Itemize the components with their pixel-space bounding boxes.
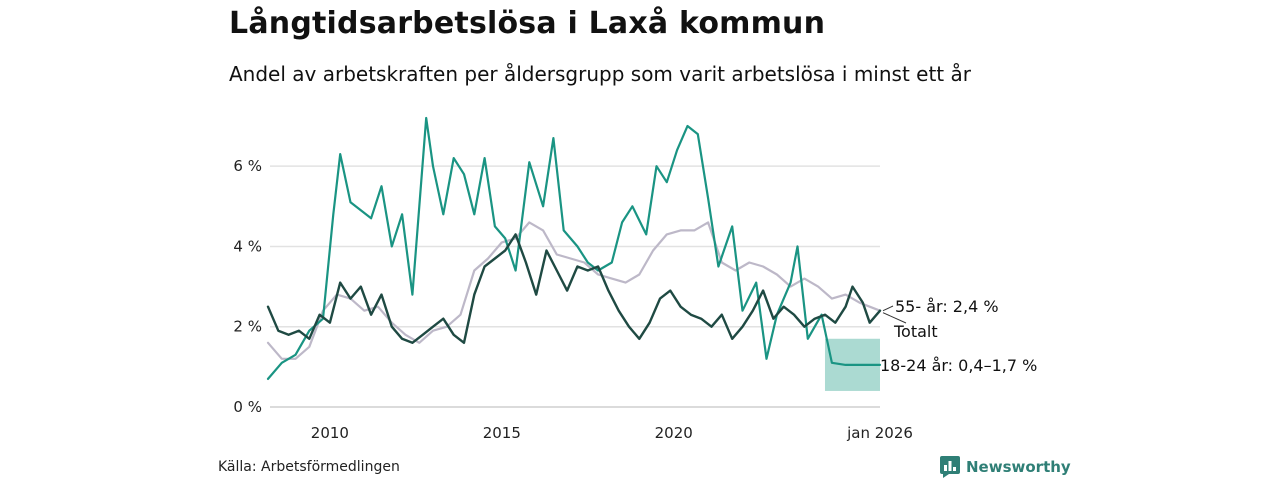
- y-tick-label-3: 6 %: [233, 157, 262, 175]
- x-tick-label-2: 2020: [655, 424, 693, 442]
- brand-name: Newsworthy: [966, 458, 1071, 476]
- y-tick-label-1: 2 %: [233, 318, 262, 336]
- x-tick-label-3: jan 2026: [846, 424, 913, 442]
- series-layer: [266, 116, 882, 380]
- axis-labels: 0 % 2 % 4 % 6 % 2010 2015 2020 jan 2026: [233, 157, 912, 442]
- annotation-leader-55: [882, 305, 894, 312]
- series-line-age18_24: [266, 116, 882, 380]
- newsworthy-logo-icon: [940, 456, 960, 478]
- y-tick-label-2: 4 %: [233, 237, 262, 255]
- source-note: Källa: Arbetsförmedlingen: [218, 459, 400, 475]
- chart-subtitle: Andel av arbetskraften per åldersgrupp s…: [229, 62, 971, 86]
- chart-title: Långtidsarbetslösa i Laxå kommun: [229, 6, 826, 41]
- series-line-total: [266, 233, 882, 344]
- x-tick-label-0: 2010: [311, 424, 349, 442]
- brand-logo: Newsworthy: [940, 456, 1071, 478]
- y-tick-label-0: 0 %: [233, 398, 262, 416]
- annotation-label-total: Totalt: [893, 322, 938, 341]
- x-tick-label-1: 2015: [483, 424, 521, 442]
- grid-lines: [270, 165, 880, 408]
- annotations: 55- år: 2,4 % Totalt 18-24 år: 0,4–1,7 %: [880, 297, 1037, 375]
- annotation-label-55: 55- år: 2,4 %: [895, 297, 999, 316]
- annotation-label-18-24: 18-24 år: 0,4–1,7 %: [880, 356, 1037, 375]
- series-line-age55: [266, 221, 882, 360]
- annotation-leader-total: [882, 312, 907, 324]
